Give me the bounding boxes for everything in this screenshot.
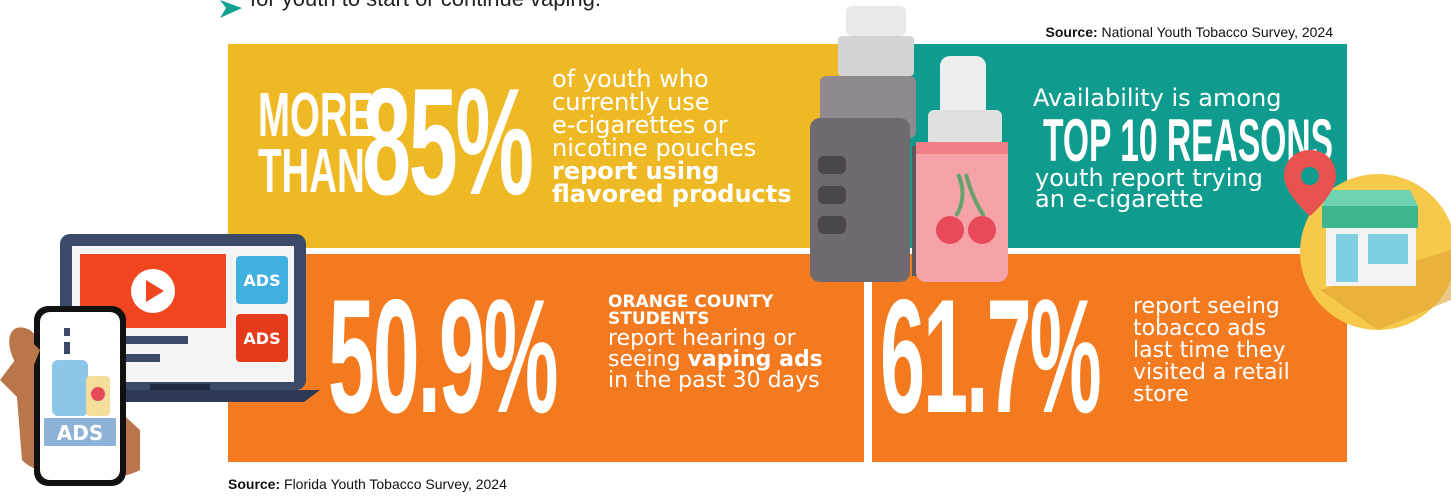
ads-label-3: ADS — [57, 421, 103, 445]
availability-intro: Availability is among — [1033, 84, 1282, 112]
laptop-ads-illustration: ADS ADS ADS — [0, 234, 320, 486]
availability-description: youth report trying an e-cigarette — [1035, 164, 1263, 213]
ads-label-1: ADS — [243, 271, 280, 290]
orange-county-panel — [228, 254, 864, 462]
ads-label-2: ADS — [243, 329, 280, 348]
more-than-label: MORE THAN — [258, 81, 374, 206]
source-bottom: Source: Florida Youth Tobacco Survey, 20… — [228, 476, 507, 492]
partial-heading-line: for youth to start or continue vaping. — [250, 0, 601, 12]
stat-85-percent: 85% — [362, 57, 534, 227]
flavored-panel — [228, 44, 868, 248]
stat-50-9-percent: 50.9% — [328, 266, 559, 447]
orange-county-description: ORANGE COUNTY STUDENTS report hearing or… — [608, 292, 823, 393]
arrow-bullet-icon — [220, 0, 242, 18]
vape-device-illustration — [810, 6, 1008, 282]
retail-description: report seeing tobacco ads last time they… — [1133, 294, 1290, 407]
retail-panel — [872, 254, 1347, 462]
top-10-reasons: TOP 10 REASONS — [1043, 107, 1334, 174]
stat-61-7-percent: 61.7% — [880, 266, 1102, 447]
store-icon — [1284, 150, 1451, 330]
source-top: Source: National Youth Tobacco Survey, 2… — [1045, 24, 1333, 40]
flavored-description: of youth who currently use e-cigarettes … — [552, 65, 792, 208]
